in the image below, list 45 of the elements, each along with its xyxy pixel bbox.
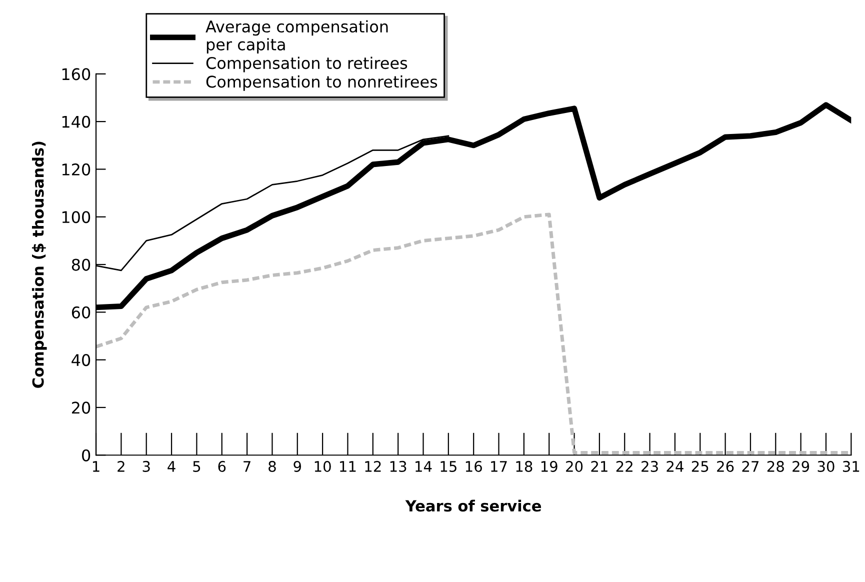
- x-tick-label: 9: [294, 460, 301, 472]
- x-tick-label: 22: [616, 460, 632, 472]
- x-tick-label: 17: [491, 461, 507, 472]
- y-tick-label: 0: [82, 449, 90, 462]
- y-tick-label: 120: [62, 163, 90, 176]
- y-tick-label: 160: [62, 68, 90, 80]
- x-tick-label: 20: [566, 460, 583, 472]
- x-tick-label: 25: [692, 460, 708, 472]
- y-tick-label: 60: [72, 306, 90, 318]
- x-tick-label: 15: [440, 461, 456, 472]
- x-tick-label: 26: [717, 460, 734, 472]
- y-tick-label: 140: [62, 116, 90, 128]
- x-tick-label: 28: [767, 460, 784, 472]
- y-tick-label: 40: [72, 354, 90, 366]
- x-tick-label: 3: [142, 460, 150, 472]
- x-tick-label: 5: [193, 461, 200, 472]
- x-tick-label: 29: [792, 460, 810, 472]
- x-tick-label: 16: [466, 460, 482, 472]
- x-tick-label: 14: [416, 461, 432, 472]
- x-tick-label: 6: [218, 460, 226, 472]
- x-tick-label: 12: [365, 460, 381, 472]
- legend-label: Compensation to retirees: [206, 56, 408, 72]
- x-tick-label: 7: [244, 461, 250, 472]
- x-tick-label: 24: [666, 460, 684, 472]
- x-tick-label: 13: [390, 460, 406, 472]
- x-tick-label: 21: [591, 460, 608, 472]
- x-tick-label: 11: [340, 461, 356, 472]
- x-tick-label: 10: [314, 460, 331, 472]
- x-tick-label: 18: [516, 460, 532, 472]
- x-axis-title: Years of service: [405, 500, 542, 512]
- y-axis-title: Compensation ($ thousands): [32, 142, 47, 388]
- x-tick-label: 8: [268, 460, 276, 472]
- y-tick-label: 100: [62, 211, 90, 224]
- x-tick-label: 23: [642, 460, 658, 472]
- x-tick-label: 1: [92, 461, 100, 472]
- x-tick-label: 4: [168, 461, 176, 472]
- x-tick-label: 31: [842, 460, 860, 472]
- x-tick-label: 30: [818, 460, 834, 472]
- legend-label: Average compensation per capita: [206, 20, 388, 54]
- x-tick-label: 19: [541, 460, 558, 472]
- y-tick-label: 20: [72, 402, 90, 414]
- legend-label: Compensation to nonretirees: [206, 75, 438, 91]
- x-tick-label: 27: [742, 460, 759, 472]
- y-tick-label: 80: [72, 258, 90, 271]
- x-tick-label: 2: [118, 460, 124, 472]
